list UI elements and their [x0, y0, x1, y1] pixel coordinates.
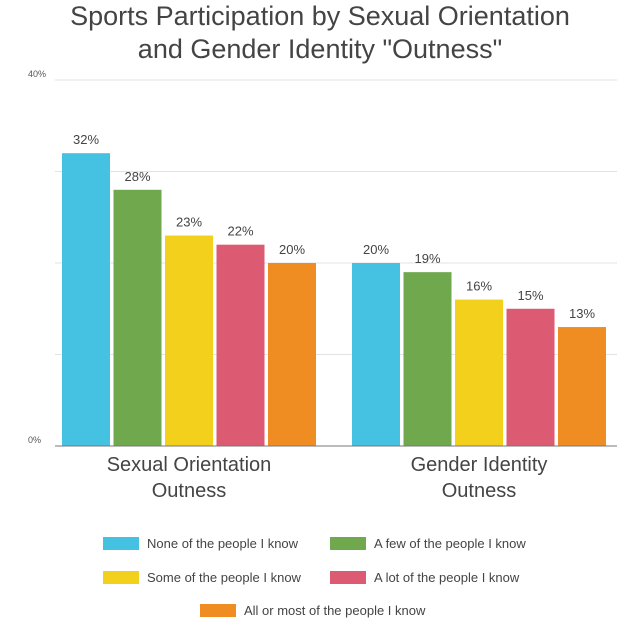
data-label: 28% — [124, 169, 150, 184]
legend-item: None of the people I know — [103, 536, 299, 551]
bar — [352, 263, 400, 446]
data-label: 20% — [279, 242, 305, 257]
axes: 0% 40% Sexual Orientation Outness Gender Ide… — [28, 69, 617, 502]
data-label: 22% — [227, 224, 253, 239]
bar — [165, 235, 213, 446]
data-label: 32% — [73, 132, 99, 147]
legend-label: All or most of the people I know — [244, 603, 426, 618]
legend-item: A few of the people I know — [330, 536, 526, 551]
data-labels: 32% 28% 23% 22% 20% 20% 19% 16% 15% 13% — [73, 132, 595, 321]
legend-label: None of the people I know — [147, 536, 299, 551]
y-tick-label: 40% — [28, 69, 46, 79]
x-category-label: Sexual Orientation — [107, 454, 272, 476]
legend-item: All or most of the people I know — [200, 603, 426, 618]
data-label: 13% — [569, 306, 595, 321]
legend: None of the people I know A few of the pe… — [103, 536, 526, 618]
legend-item: Some of the people I know — [103, 570, 302, 585]
chart-title-line: Sports Participation by Sexual Orientati… — [70, 1, 570, 31]
data-label: 19% — [414, 251, 440, 266]
data-label: 20% — [363, 242, 389, 257]
legend-label: A few of the people I know — [374, 536, 526, 551]
bar — [62, 153, 110, 446]
bar — [268, 263, 316, 446]
legend-swatch — [330, 537, 366, 550]
data-label: 16% — [466, 279, 492, 294]
x-category-label: Outness — [442, 480, 516, 502]
legend-item: A lot of the people I know — [330, 570, 520, 585]
legend-swatch — [103, 537, 139, 550]
x-category-label: Outness — [152, 480, 226, 502]
bar — [113, 189, 162, 447]
data-label: 23% — [176, 215, 202, 230]
data-label: 15% — [517, 288, 543, 303]
chart-title-line: and Gender Identity "Outness" — [138, 34, 502, 64]
legend-label: A lot of the people I know — [374, 570, 520, 585]
bar — [455, 299, 503, 446]
bar — [216, 244, 265, 446]
chart-title: Sports Participation by Sexual Orientati… — [70, 1, 570, 64]
legend-swatch — [200, 604, 236, 617]
legend-swatch — [330, 571, 366, 584]
legend-swatch — [103, 571, 139, 584]
x-category-label: Gender Identity — [411, 454, 548, 476]
bar — [506, 308, 555, 446]
bar — [558, 327, 606, 446]
bars — [62, 153, 606, 447]
bar — [403, 272, 452, 446]
y-tick-label: 0% — [28, 435, 41, 445]
legend-label: Some of the people I know — [147, 570, 302, 585]
